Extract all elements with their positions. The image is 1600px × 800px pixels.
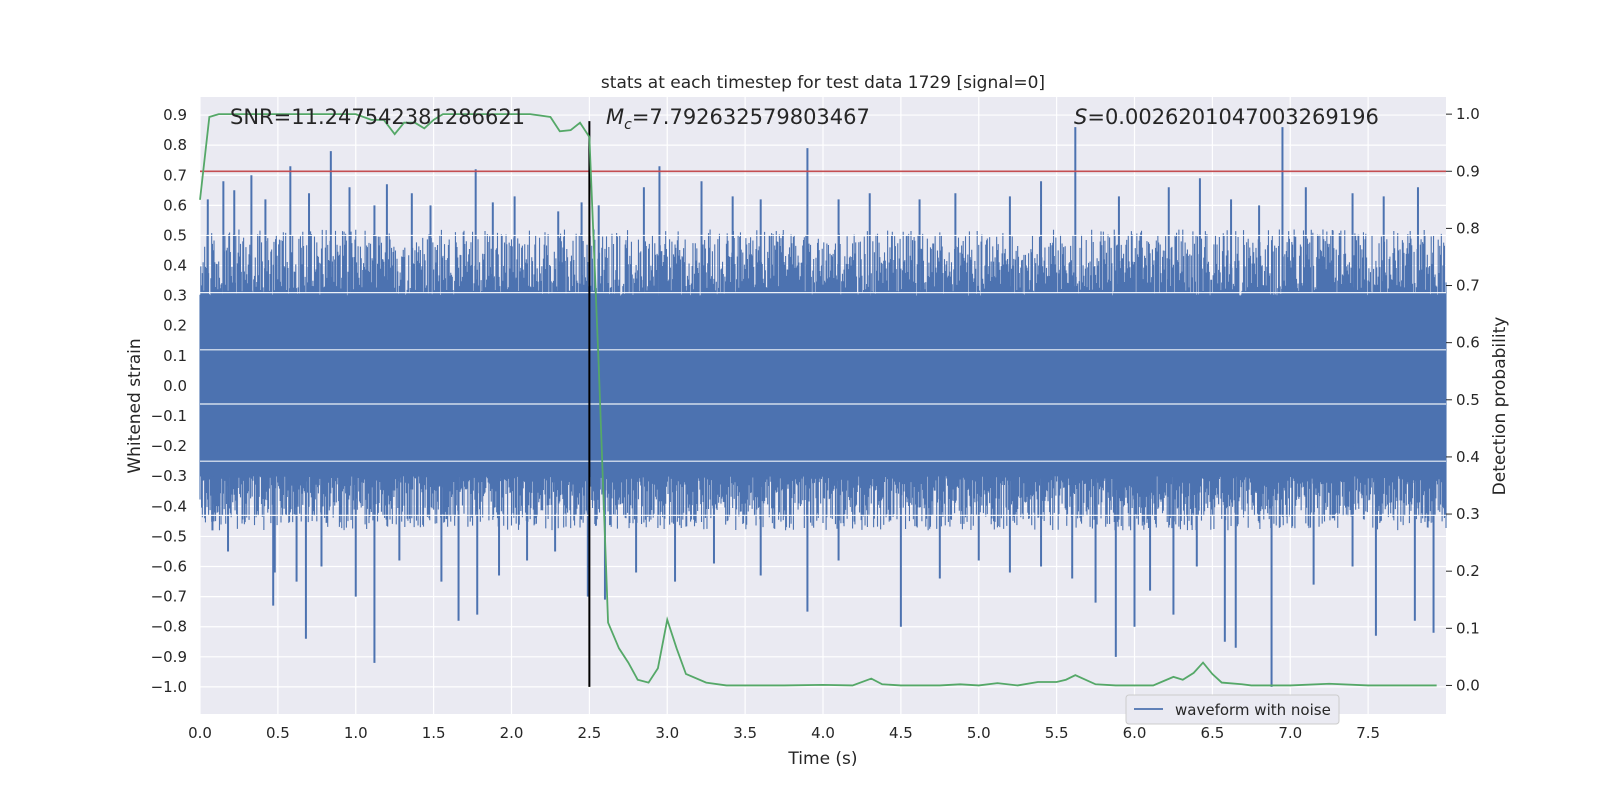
y2-tick-label: 0.9 [1456,162,1480,180]
y-tick-label: 0.8 [163,136,187,154]
y-tick-label: 0.5 [163,226,187,244]
chart-title: stats at each timestep for test data 172… [601,73,1045,93]
y-tick-label: −0.4 [151,497,187,515]
y2-tick-labels: 1.0 0.9 0.8 0.7 0.6 0.5 0.4 0.3 0.2 0.1 0.0 [1446,105,1480,694]
y-tick-label: −0.8 [151,618,187,636]
x-tick-label: 5.0 [967,724,991,742]
y-tick-label: −0.2 [151,437,187,455]
x-tick-label: 1.5 [422,724,446,742]
y-tick-label: −0.7 [151,588,187,606]
y2-tick-label: 0.4 [1456,448,1480,466]
y2-tick-label: 0.3 [1456,505,1480,523]
x-tick-label: 0.5 [266,724,290,742]
detection-probability-line [199,113,1437,687]
y-tick-label: −0.6 [151,558,187,576]
overlay [199,113,1446,687]
spin-annotation: S=0.002620104700326919​6 [1074,105,1379,129]
waveform-core [200,295,1446,477]
y-tick-labels: 0.9 0.8 0.7 0.6 0.5 0.4 0.3 0.2 0.1 0.0 −0.1 −0.2 −0… [151,106,187,696]
y2-tick-label: 0.1 [1456,619,1480,637]
y-tick-label: 0.4 [163,257,187,275]
y-tick-label: −0.1 [151,407,187,425]
x-tick-label: 4.0 [811,724,835,742]
x-tick-label: 6.0 [1123,724,1147,742]
spin-value: =0.002620104700326919​6 [1087,105,1379,129]
x-tick-label: 5.5 [1045,724,1069,742]
x-tick-label: 0.0 [188,724,212,742]
y2-tick-label: 1.0 [1456,105,1480,123]
x-tick-label: 1.0 [344,724,368,742]
y-tick-label: −0.5 [151,527,187,545]
x-tick-label: 2.5 [577,724,601,742]
x-tick-label: 7.0 [1278,724,1302,742]
y-tick-label: 0.9 [163,106,187,124]
x-tick-labels: 0.0 0.5 1.0 1.5 2.0 2.5 3.0 3.5 4.0 4.5 5.0 5.5 6.0 6… [188,724,1380,742]
chirp-mass-annotation: Mc=7.792632579803467 [606,105,870,133]
y2-axis-label: Detection probability [1490,317,1510,496]
y2-tick-label: 0.0 [1456,676,1480,694]
y-tick-label: 0.7 [163,166,187,184]
x-tick-label: 3.0 [655,724,679,742]
waveform-series [199,127,1447,687]
snr-annotation: SNR=11.247542381286621 [230,105,525,129]
y-tick-label: 0.0 [163,377,187,395]
legend: waveform with noise [1125,694,1340,725]
legend-box [1125,694,1340,725]
y-tick-label: 0.1 [163,347,187,365]
y2-tick-label: 0.6 [1456,334,1480,352]
y2-tick-label: 0.2 [1456,562,1480,580]
y-tick-label: 0.6 [163,196,187,214]
x-tick-label: 2.0 [500,724,524,742]
legend-label: waveform with noise [1175,701,1331,719]
y2-tick-label: 0.5 [1456,391,1480,409]
chirp-mass-value: =7.792632579803467 [632,105,870,129]
x-tick-label: 3.5 [733,724,757,742]
y-tick-label: −0.3 [151,467,187,485]
x-axis-label: Time (s) [787,749,857,769]
x-tick-label: 6.5 [1200,724,1224,742]
y-tick-label: 0.3 [163,287,187,305]
y2-tick-label: 0.8 [1456,219,1480,237]
y2-tick-label: 0.7 [1456,277,1480,295]
x-tick-label: 4.5 [889,724,913,742]
x-tick-label: 7.5 [1356,724,1380,742]
y-tick-label: 0.2 [163,317,187,335]
y-tick-label: −1.0 [151,678,187,696]
y-axis-label: Whitened strain [125,338,145,473]
y-tick-label: −0.9 [151,648,187,666]
